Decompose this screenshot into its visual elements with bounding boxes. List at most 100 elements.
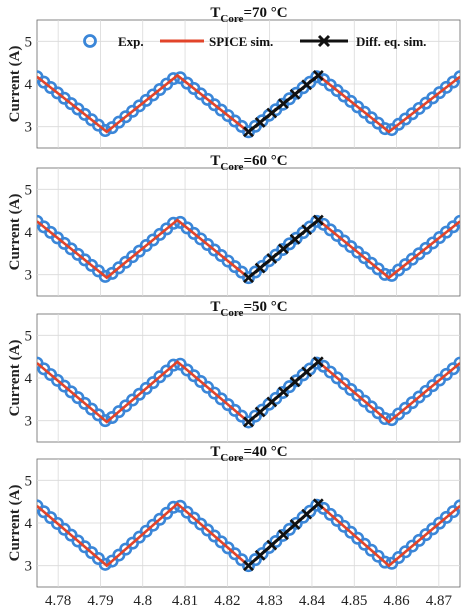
diff-eq-marker [301,79,313,91]
panel-title-subscript: Core [220,161,243,173]
panel-data [37,356,460,429]
exp-marker [453,70,460,84]
diff-eq-marker-stroke [277,529,289,541]
diff-eq-marker [301,508,313,520]
panel-title-main: T [210,444,220,460]
diff-eq-marker-stroke [266,539,278,551]
exp-marker [166,358,180,372]
x-tick-label: 4.87 [426,593,453,609]
diff-eq-marker-stroke [243,416,254,428]
diff-eq-marker [289,88,301,100]
y-tick-label: 3 [25,414,33,430]
x-tick-label: 4.78 [45,593,71,609]
panel-title-value: =70 °C [243,5,287,21]
diff-eq-marker [243,416,254,428]
exp-marker [310,356,324,370]
exp-marker [166,216,180,230]
legend-exp-marker [83,34,97,48]
diff-eq-marker [266,539,278,551]
diff-eq-marker-stroke [254,406,266,418]
diff-eq-marker [254,406,266,418]
panel-title-value: =50 °C [243,299,287,315]
legend-spice-label: SPICE sim. [209,34,273,49]
panel-title-subscript: Core [220,13,243,25]
diff-eq-marker [312,356,324,368]
y-tick-label: 5 [25,34,33,50]
x-tick-label: 4.85 [341,593,367,609]
legend-diff-marker [317,34,331,48]
exp-marker [310,498,324,512]
y-tick-label: 5 [25,182,33,198]
diff-eq-marker-stroke [301,508,313,520]
diff-eq-marker-stroke [243,272,254,284]
y-tick-label: 5 [25,328,33,344]
x-tick-label: 4.82 [214,593,240,609]
diff-eq-marker [301,224,313,236]
panel-title: TCore=50 °C [210,299,287,319]
y-tick-label: 4 [25,77,33,93]
x-tick-label: 4.83 [257,593,283,609]
diff-eq-marker-stroke [312,498,324,510]
diff-eq-marker [312,70,324,81]
panel-title: TCore=60 °C [210,153,287,173]
exp-marker [453,356,460,370]
diff-eq-marker-stroke [312,70,324,81]
x-tick-label: 4.84 [299,593,326,609]
diff-eq-marker [243,560,254,572]
diff-eq-marker [312,498,324,510]
legend: Exp. SPICE sim. Diff. eq. sim. [83,34,426,49]
diff-eq-marker-stroke [254,549,266,561]
diff-eq-marker-stroke [289,88,301,100]
x-tick-label: 4.79 [87,593,113,609]
diff-eq-marker [254,549,266,561]
diff-eq-marker-stroke [312,214,324,226]
diff-eq-marker-stroke [277,98,289,110]
exp-marker [98,269,112,283]
exp-marker [378,555,392,569]
exp-marker [453,214,460,228]
diff-eq-marker-stroke [254,116,266,128]
diff-eq-marker-stroke [301,79,313,91]
panel-title: TCore=70 °C [210,5,287,25]
diff-eq-marker-stroke [243,126,254,138]
diff-eq-marker-stroke [243,560,254,572]
legend-exp-label: Exp. [118,34,144,49]
panel-data [37,214,460,285]
y-tick-label: 5 [25,473,33,489]
diff-eq-marker-stroke [266,253,278,264]
panel-title-main: T [210,5,220,21]
y-tick-label: 3 [25,120,33,136]
diff-eq-marker [289,376,301,388]
panel-title-value: =40 °C [243,444,287,460]
exp-marker [98,557,112,571]
diff-eq-marker [266,107,278,119]
panel-title-subscript: Core [220,452,243,464]
panel-data [37,498,460,573]
diff-eq-marker-stroke [277,243,289,255]
diff-eq-marker [289,233,301,245]
x-tick-label: 4.86 [383,593,410,609]
diff-eq-marker [243,272,254,284]
panel-title-main: T [210,299,220,315]
diff-eq-marker-stroke [289,376,301,388]
y-tick-label: 3 [25,559,33,575]
diff-eq-marker [277,243,289,255]
diff-eq-marker-stroke [301,224,313,236]
exp-marker [378,122,392,136]
diff-eq-marker-stroke [289,519,301,530]
legend-diff-label: Diff. eq. sim. [356,34,426,49]
exp-marker [453,499,460,513]
diff-eq-marker-stroke [254,262,266,274]
panel-data [37,70,460,139]
panel-title-main: T [210,153,220,169]
exp-marker [378,412,392,426]
x-tick-label: 4.8 [133,593,152,609]
exp-marker [378,267,392,281]
diff-eq-marker-stroke [312,356,324,368]
diff-eq-marker [254,262,266,274]
exp-marker [166,500,180,514]
y-axis-label: Current (A) [7,340,23,417]
